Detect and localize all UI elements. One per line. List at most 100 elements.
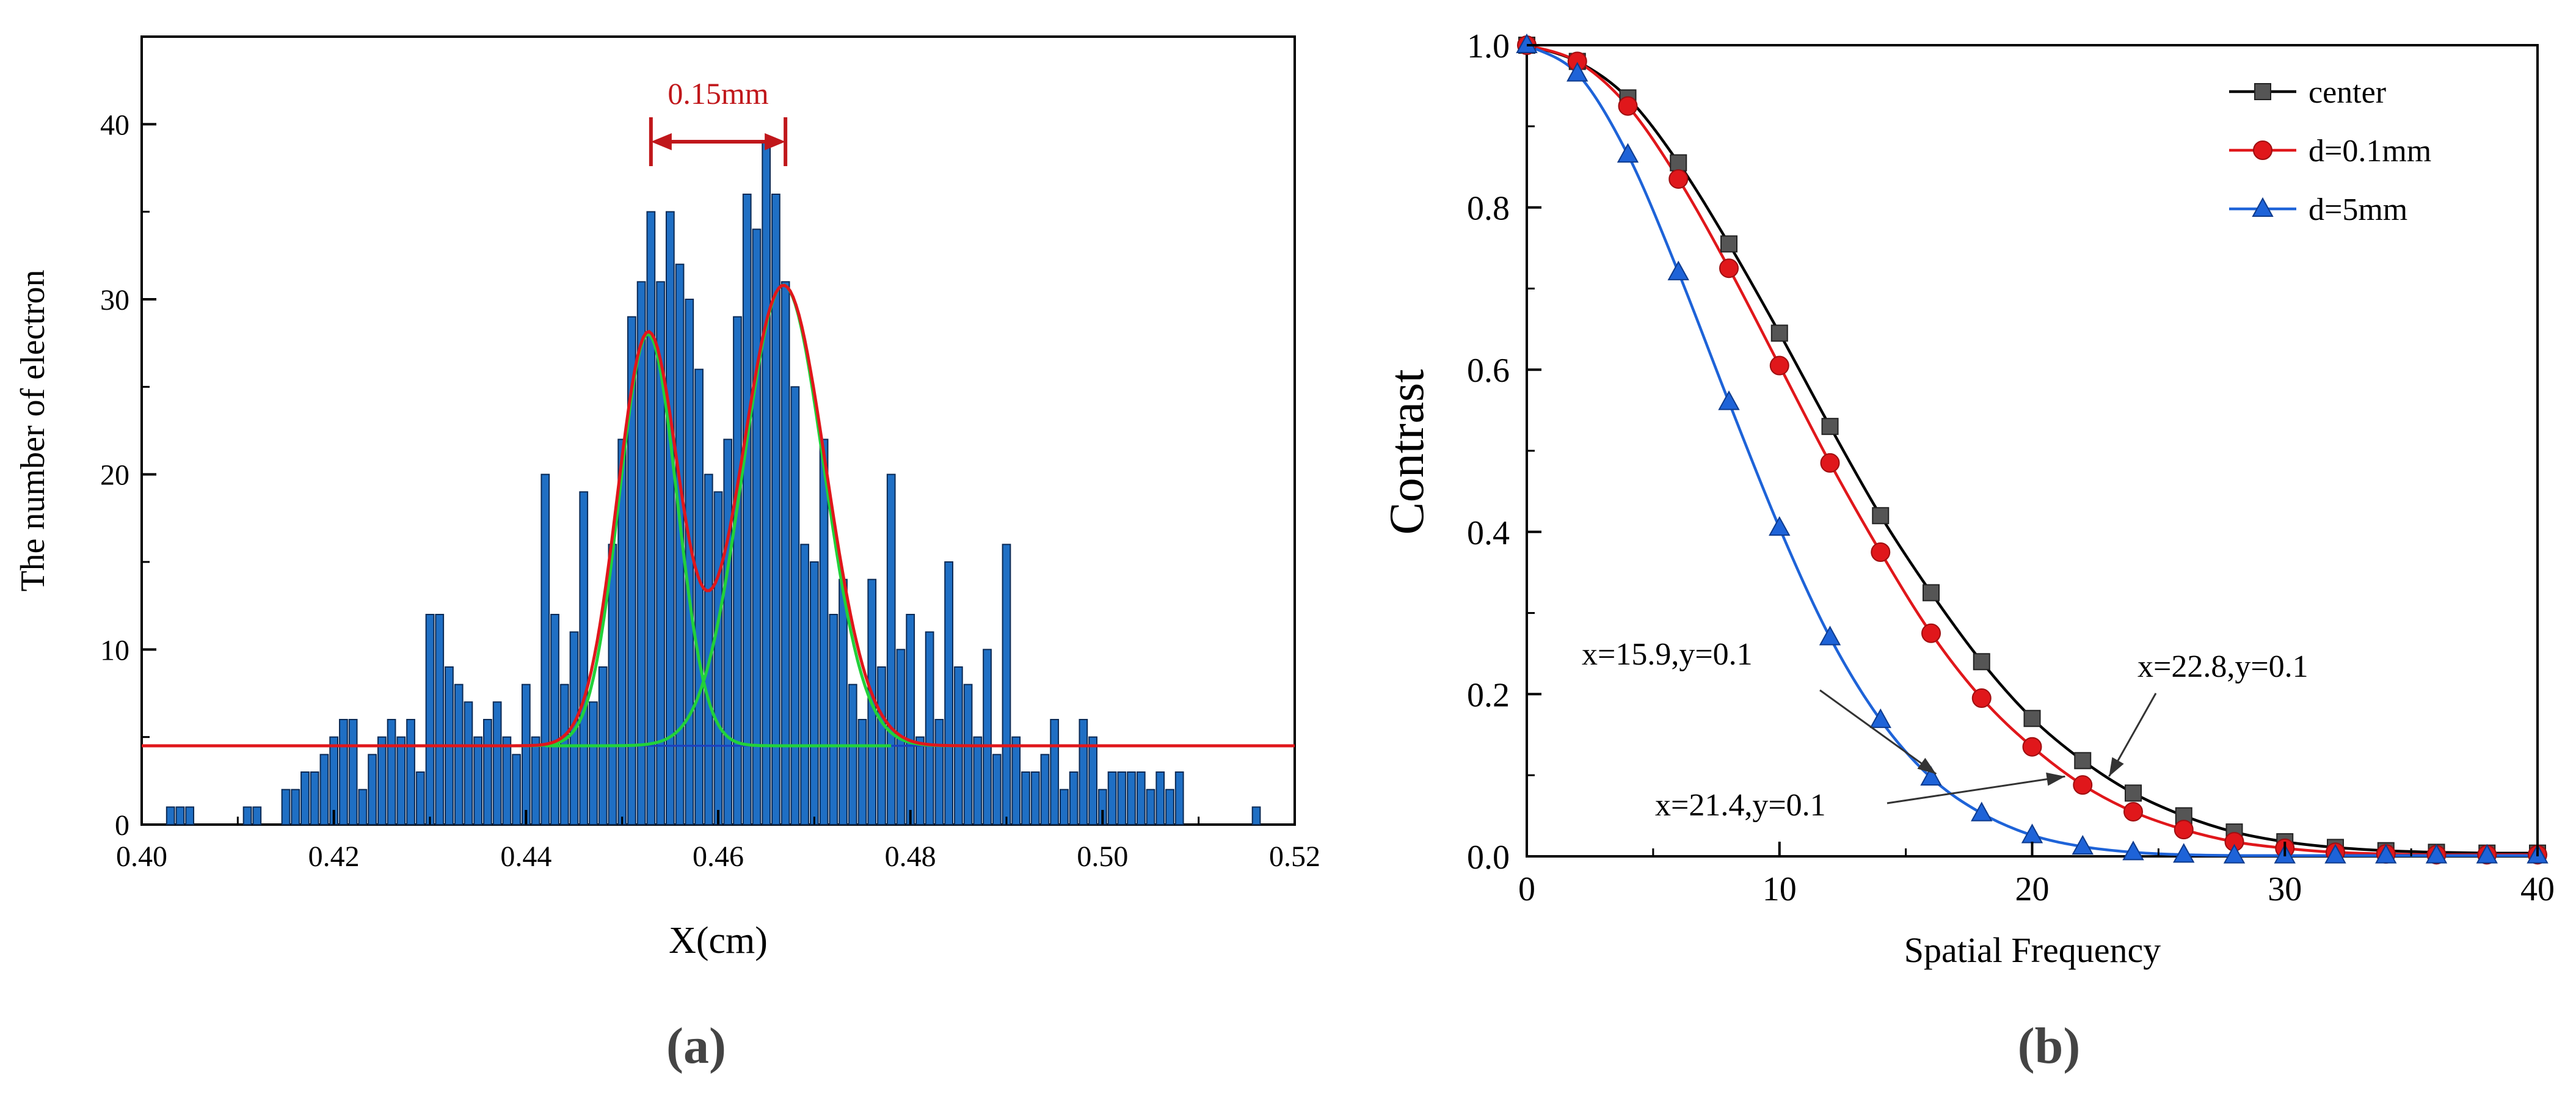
histogram-bar <box>1146 789 1155 825</box>
series-marker-2 <box>2476 844 2498 864</box>
series-marker-2 <box>2223 844 2246 864</box>
y-tick-label-a: 10 <box>100 634 129 666</box>
series-marker-2 <box>2375 844 2397 864</box>
histogram-panel-a: 0 10 20 30 40 0.40 0.42 0.44 0.46 0.48 0.50 0.52 0… <box>14 35 1320 1074</box>
series-marker-0 <box>1923 584 1940 602</box>
y-axis-label-a: The number of electron <box>14 269 52 591</box>
series-marker-2 <box>1617 143 1639 163</box>
legend-label-2: d=5mm <box>2309 192 2407 227</box>
x-axis-label-a: X(cm) <box>669 920 768 961</box>
histogram-bar <box>531 736 540 825</box>
histogram-bar <box>1030 771 1040 825</box>
histogram-bar <box>829 614 839 825</box>
series-marker-2 <box>2425 844 2448 864</box>
y-tick-label-a: 30 <box>100 284 129 316</box>
legend-marker-2 <box>2252 197 2274 217</box>
x-tick-label-a: 0.52 <box>1269 840 1320 873</box>
histogram-bar <box>694 368 704 825</box>
histogram-bar <box>771 194 780 825</box>
series-marker-0 <box>2125 784 2142 802</box>
series-marker-2 <box>2072 834 2094 855</box>
x-axis-ticks-a: 0.40 0.42 0.44 0.46 0.48 0.50 0.52 <box>116 810 1320 873</box>
histogram-bar <box>1021 771 1030 825</box>
histogram-bar <box>636 281 646 826</box>
histogram-bars <box>166 141 1261 826</box>
histogram-bar <box>368 754 377 826</box>
histogram-bar <box>1251 806 1261 826</box>
series-marker-1 <box>1769 355 1789 376</box>
histogram-bar <box>377 736 387 825</box>
histogram-bar <box>723 439 733 825</box>
histogram-bar <box>1011 736 1021 825</box>
series-marker-1 <box>1921 623 1941 643</box>
histogram-bar <box>406 719 415 825</box>
series-marker-1 <box>1668 169 1689 189</box>
histogram-bar <box>790 386 800 825</box>
histogram-bar <box>992 754 1002 826</box>
histogram-bar <box>963 683 973 825</box>
x-tick-label-a: 0.44 <box>500 840 551 873</box>
y-axis-label-b: Contrast <box>1380 369 1434 534</box>
histogram-bar <box>983 649 992 826</box>
histogram-bar <box>348 719 358 825</box>
series-marker-1 <box>1719 258 1739 279</box>
series-marker-0 <box>1821 418 1839 436</box>
series-marker-1 <box>2123 801 2143 822</box>
y-tick-label-b: 0.2 <box>1467 676 1510 714</box>
contrast-panel-b: 0.0 0.2 0.4 0.6 0.8 1.0 0 10 20 30 40 center d=0.1… <box>1380 27 2555 1074</box>
annotation-label-2: x=22.8,y=0.1 <box>2138 649 2309 684</box>
x-tick-label-a: 0.40 <box>116 840 167 873</box>
series-marker-0 <box>1872 507 1890 525</box>
histogram-bar <box>512 754 521 826</box>
histogram-bar <box>839 578 848 826</box>
series-marker-2 <box>1718 390 1740 410</box>
histogram-bar <box>454 683 464 825</box>
x-tick-label-b: 10 <box>1763 870 1797 908</box>
histogram-bar <box>589 701 598 826</box>
histogram-bar <box>1174 771 1184 825</box>
x-tick-label-b: 0 <box>1518 870 1535 908</box>
series-marker-1 <box>1820 453 1840 473</box>
series-marker-1 <box>2022 737 2042 757</box>
legend-label-1: d=0.1mm <box>2309 134 2431 169</box>
fit-curves <box>142 283 1295 748</box>
series-marker-2 <box>1566 62 1588 82</box>
histogram-bar <box>733 316 742 825</box>
histogram-bar <box>310 771 319 825</box>
series-marker-2 <box>2173 843 2195 863</box>
series-marker-0 <box>1973 653 1990 671</box>
histogram-bar <box>435 614 445 825</box>
histogram-bar <box>1127 771 1136 825</box>
x-tick-label-a: 0.50 <box>1077 840 1128 873</box>
histogram-bar <box>319 754 329 826</box>
panel-b-label: (b) <box>2018 1018 2081 1074</box>
series-marker-0 <box>1720 235 1737 253</box>
x-axis-label-b: Spatial Frequency <box>1904 930 2161 970</box>
series-marker-1 <box>2174 820 2194 840</box>
series-marker-2 <box>2324 844 2346 864</box>
histogram-bar <box>521 683 531 825</box>
total-fit-curve <box>142 283 1295 748</box>
series-marker-2 <box>2122 840 2144 861</box>
histogram-bar <box>1136 771 1146 825</box>
histogram-bar <box>762 141 771 825</box>
histogram-bar <box>742 194 752 825</box>
y-axis-ticks-b: 0.0 0.2 0.4 0.6 0.8 1.0 <box>1467 27 1541 877</box>
histogram-bar <box>1060 789 1069 825</box>
series-marker-0 <box>2023 710 2041 727</box>
y-tick-label-b: 1.0 <box>1467 27 1510 65</box>
series-marker-2 <box>1920 766 1942 786</box>
histogram-bar <box>973 736 983 825</box>
histogram-bar <box>1117 771 1127 825</box>
histogram-bar <box>281 789 291 825</box>
x-tick-label-b: 30 <box>2268 870 2302 908</box>
legend: center d=0.1mm d=5mm <box>2229 75 2431 227</box>
threshold-annotations: x=15.9,y=0.1 x=21.4,y=0.1 x=22.8,y=0.1 <box>1582 637 2309 823</box>
histogram-bar <box>358 789 368 825</box>
histogram-bar <box>166 806 175 826</box>
series-marker-2 <box>1971 801 1993 822</box>
arrowhead-left <box>650 133 672 150</box>
y-tick-label-b: 0.8 <box>1467 190 1510 228</box>
histogram-bar <box>300 771 310 825</box>
y-tick-label-a: 40 <box>100 109 129 141</box>
